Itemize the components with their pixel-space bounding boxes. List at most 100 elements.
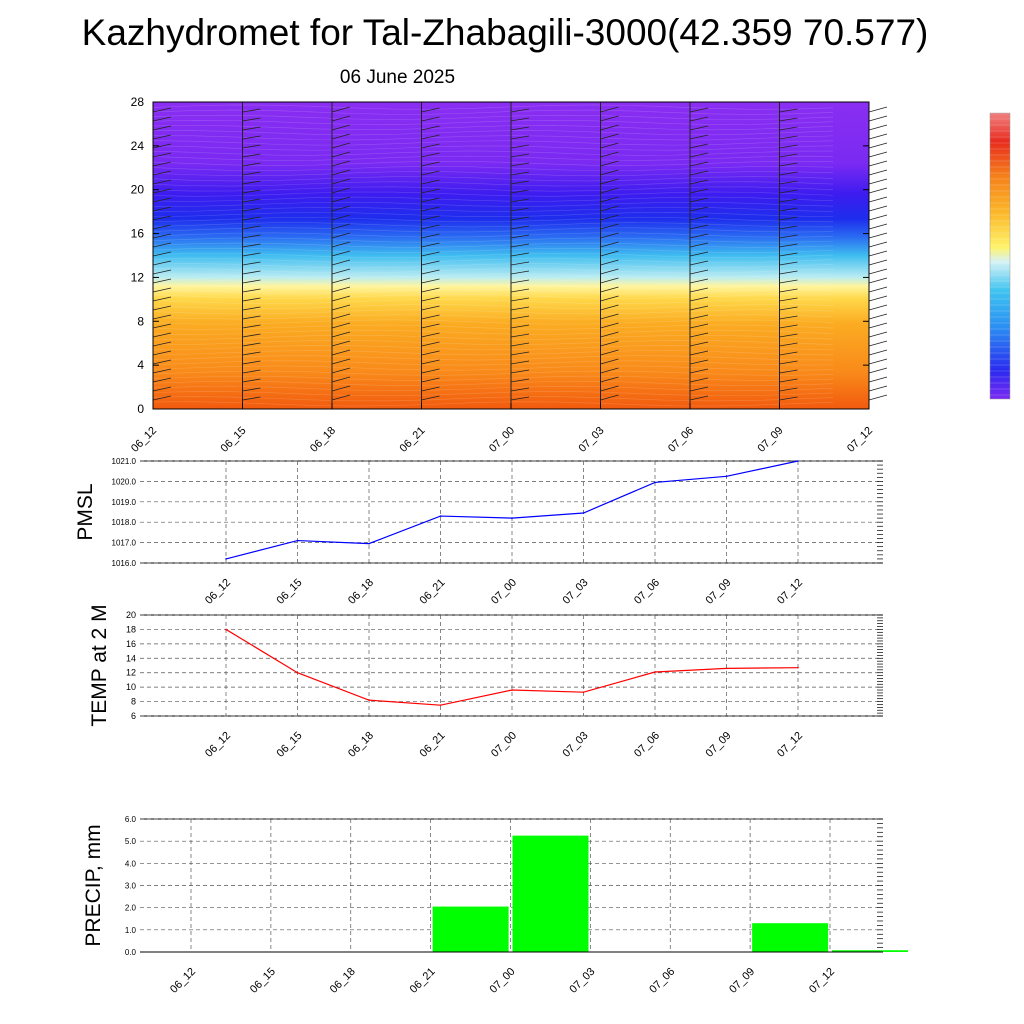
wind-barb xyxy=(242,324,261,329)
y-tick-label: 1.0 xyxy=(125,926,137,935)
wind-barb xyxy=(242,351,261,356)
wind-barb xyxy=(421,224,440,230)
wind-barb xyxy=(868,376,888,383)
x-tick-label: 07_09 xyxy=(704,730,734,760)
wind-barb xyxy=(600,331,619,338)
wind-barb xyxy=(779,162,798,167)
wind-barb xyxy=(421,152,440,158)
wind-barb xyxy=(689,359,709,365)
wind-barb xyxy=(600,115,619,122)
wind-barb xyxy=(152,287,172,293)
wind-barb xyxy=(421,188,440,194)
wind-barb xyxy=(868,340,888,347)
wind-barb xyxy=(600,286,619,293)
wind-barb xyxy=(152,260,172,266)
precip-bar xyxy=(752,923,829,952)
wind-barb xyxy=(331,196,351,203)
wind-barb xyxy=(779,252,798,257)
temperature-point xyxy=(725,667,728,670)
wind-barb xyxy=(689,197,709,203)
pmsl-point xyxy=(511,517,513,519)
wind-barb xyxy=(331,106,351,113)
wind-barb xyxy=(868,358,888,365)
wind-barb xyxy=(421,269,440,275)
x-tick-label: 07_06 xyxy=(632,577,662,607)
wind-barb xyxy=(152,242,172,248)
wind-barb xyxy=(152,323,172,329)
wind-barb xyxy=(152,161,172,167)
wind-barb xyxy=(868,223,888,230)
x-tick-label: 07_06 xyxy=(647,966,677,996)
contour-line xyxy=(152,304,834,310)
contour-line xyxy=(152,176,834,182)
wind-barb xyxy=(868,214,888,221)
wind-barb xyxy=(331,331,351,338)
x-tick-label: 07_00 xyxy=(487,425,517,455)
wind-barb xyxy=(689,116,709,122)
wind-barb xyxy=(331,160,351,167)
wind-barb xyxy=(689,143,709,149)
wind-barb xyxy=(600,358,619,365)
wind-barb xyxy=(868,286,888,293)
wind-barb xyxy=(779,360,798,365)
y-tick-label: 4.0 xyxy=(125,859,137,868)
wind-barb xyxy=(868,205,888,212)
wind-barb xyxy=(152,296,172,302)
x-tick-label: 07_03 xyxy=(561,577,591,607)
chart-title: Kazhydromet for Tal-Zhabagili-3000(42.35… xyxy=(81,12,929,53)
wind-barb xyxy=(600,187,619,194)
wind-barb xyxy=(242,117,261,122)
x-tick-label: 07_00 xyxy=(489,730,519,760)
wind-barb xyxy=(421,323,440,329)
y-tick-label: 1018.0 xyxy=(112,518,137,527)
wind-barb xyxy=(510,126,530,131)
wind-barb xyxy=(331,268,351,275)
y-tick-label: 1017.0 xyxy=(112,539,137,548)
x-tick-label: 07_12 xyxy=(807,966,837,996)
x-tick-label: 06_21 xyxy=(418,730,448,760)
pmsl-plot: 1016.0 1017.0 1018.0 1019.0 1020.0 1021.0 06_1… xyxy=(74,457,883,607)
x-tick-label: 06_15 xyxy=(275,577,305,607)
precip-bar xyxy=(432,906,509,952)
wind-barb xyxy=(689,215,709,221)
wind-barb xyxy=(600,376,619,383)
wind-barb xyxy=(152,359,172,365)
contour-line xyxy=(152,268,834,274)
wind-barb xyxy=(779,243,798,248)
wind-barb xyxy=(779,144,798,149)
x-tick-label: 06_12 xyxy=(129,425,159,455)
wind-barb xyxy=(600,196,619,203)
wind-barb xyxy=(689,278,709,284)
wind-barb xyxy=(600,313,619,320)
wind-barb xyxy=(868,349,888,356)
wind-barb xyxy=(331,115,351,122)
contour-line xyxy=(152,125,834,131)
x-tick-label: 06_15 xyxy=(275,730,305,760)
wind-barb xyxy=(600,178,619,185)
y-tick-label: 10 xyxy=(126,682,136,692)
wind-barb xyxy=(600,385,619,392)
contour-line xyxy=(152,299,834,305)
y-tick-label: 1020.0 xyxy=(112,477,137,486)
wind-barb xyxy=(242,225,261,230)
wind-barb xyxy=(868,124,888,131)
wind-barb xyxy=(868,115,888,122)
wind-barb xyxy=(152,350,172,356)
wind-barb xyxy=(152,377,172,383)
y-tick-label: 8 xyxy=(137,314,144,328)
y-axis-label: TEMP at 2 M xyxy=(88,604,111,726)
wind-barb xyxy=(868,187,888,194)
wind-barb xyxy=(152,395,172,401)
x-tick-label: 06_12 xyxy=(203,730,233,760)
y-tick-label: 5.0 xyxy=(125,837,137,846)
wind-barb xyxy=(510,378,530,383)
wind-barb xyxy=(689,224,709,230)
wind-barb xyxy=(600,142,619,149)
wind-barb xyxy=(689,233,709,239)
x-tick-label: 06_21 xyxy=(408,966,438,996)
wind-barb xyxy=(868,313,888,320)
wind-barb xyxy=(600,340,619,347)
wind-barb xyxy=(868,268,888,275)
contour-line xyxy=(152,355,834,361)
wind-barb xyxy=(779,297,798,302)
